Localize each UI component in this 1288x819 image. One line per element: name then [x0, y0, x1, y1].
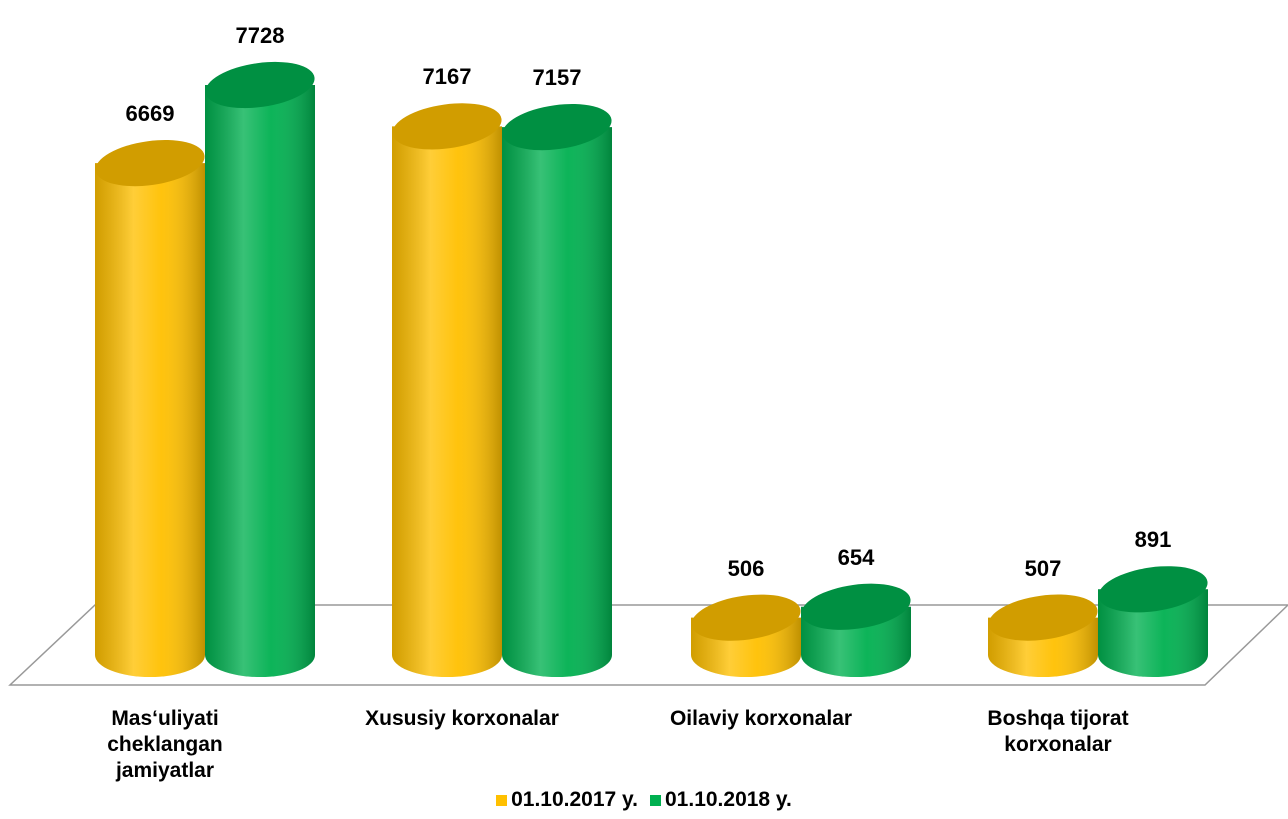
bar-shading — [205, 85, 315, 677]
data-label: 7728 — [235, 23, 285, 48]
legend-item: 01.10.2018 y. — [650, 788, 792, 812]
x-tick-label: Xususiy korxonalar — [365, 707, 559, 730]
data-label: 7157 — [532, 65, 582, 91]
bar-shading — [392, 126, 502, 677]
legend: 01.10.2017 y. 01.10.2018 y. — [0, 788, 1288, 812]
cylinder-top — [502, 104, 612, 151]
data-label: 507 — [1024, 555, 1062, 581]
cylinder-top — [691, 594, 801, 641]
cylinder — [205, 61, 315, 677]
cylinder — [502, 104, 612, 678]
cylinder — [95, 140, 205, 677]
cylinder-top — [95, 140, 205, 187]
legend-label: 01.10.2017 y. — [511, 788, 638, 811]
cylinder-top — [1098, 566, 1208, 613]
legend-item: 01.10.2017 y. — [496, 788, 638, 812]
data-label: 891 — [1134, 527, 1172, 553]
cylinder — [1098, 566, 1208, 677]
cylinder — [801, 583, 911, 677]
data-label: 654 — [837, 544, 875, 570]
bar-shading — [95, 163, 205, 677]
data-label: 506 — [727, 555, 765, 581]
cylinder-top — [392, 103, 502, 150]
x-tick-label: Oilaviy korxonalar — [669, 707, 853, 730]
data-label: 6669 — [125, 101, 175, 127]
legend-swatch — [650, 795, 661, 806]
data-label: 7167 — [422, 64, 472, 90]
cylinder-top — [988, 594, 1098, 641]
cylinder — [392, 103, 502, 677]
legend-swatch — [496, 795, 508, 806]
cylinder — [691, 594, 801, 677]
cylinder-top — [205, 61, 315, 109]
cylinder — [988, 594, 1098, 677]
bar-shading — [502, 127, 612, 678]
cylinder-top — [801, 583, 911, 630]
x-tick-label: Mas‘uliyati cheklangan jamiyatlar — [107, 707, 223, 782]
x-tick-label: Boshqa tijorat korxonalar — [987, 707, 1129, 756]
legend-label: 01.10.2018 y. — [665, 788, 792, 811]
